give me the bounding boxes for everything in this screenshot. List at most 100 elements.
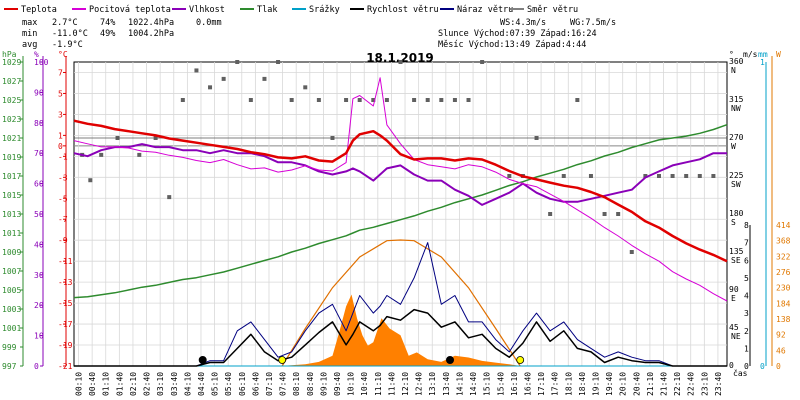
stats-block: max 2.7°C 74% 1022.4hPa 0.0mm min -11.0°… (22, 18, 222, 50)
wind-direction-point (235, 60, 240, 64)
legend-label: Náraz větru (457, 5, 513, 15)
wind-direction-point (507, 174, 512, 178)
direction-tick-label: 135 (729, 247, 744, 256)
wind-direction-point (167, 195, 172, 200)
wind-direction-point (276, 60, 281, 64)
humidity-tick-label: 20 (34, 301, 44, 310)
x-tick-label: 23:10 (700, 372, 709, 396)
axes: hPa1029102710251023102110191017101510131… (2, 50, 791, 371)
x-tick-label: 06:40 (251, 372, 260, 396)
temperature-tick-label: -3 (58, 173, 68, 182)
wind-tick-label: 4 (744, 292, 749, 301)
temperature-tick-label: 0 (58, 142, 63, 151)
x-tick-label: 18:40 (578, 372, 587, 396)
max-label: max (22, 18, 37, 28)
wind-direction-point (137, 152, 142, 157)
moon-info: Měsíc Východ:13:49 Západ:4:44 (438, 40, 586, 50)
x-tick-label: 16:10 (510, 372, 519, 396)
rain-axis-label: mm (758, 50, 768, 59)
pressure-tick-label: 1025 (2, 96, 21, 105)
min-pressure: 1004.2hPa (128, 29, 174, 39)
avg-temp: -1.9°C (52, 40, 83, 50)
x-tick-label: 20:10 (619, 372, 628, 396)
x-tick-label: 04:40 (197, 372, 206, 396)
wind-tick-label: 5 (744, 274, 749, 283)
min-humidity: 49% (100, 29, 115, 39)
min-temp: -11.0°C (52, 29, 88, 39)
x-tick-label: 12:10 (401, 372, 410, 396)
wind-direction-point (575, 98, 580, 102)
direction-cardinal-label: E (731, 294, 736, 303)
temperature-tick-label: -21 (58, 362, 73, 371)
humidity-tick-label: 90 (34, 88, 44, 97)
x-tick-label: 13:10 (428, 372, 437, 396)
x-tick-label: 19:10 (591, 372, 600, 396)
humidity-tick-label: 100 (34, 58, 49, 67)
wind-direction-point (643, 174, 648, 178)
wind-direction-point (316, 98, 321, 102)
legend-label: Teplota (21, 5, 57, 15)
solar-tick-label: 0 (776, 362, 781, 371)
x-tick-label: 00:40 (88, 372, 97, 396)
legend-label: Tlak (257, 5, 277, 15)
wind-direction-point (262, 76, 267, 81)
direction-cardinal-label: S (731, 218, 736, 227)
wind-direction-point (180, 98, 185, 102)
wind-tick-label: 2 (744, 327, 749, 336)
x-tick-label: 15:40 (496, 372, 505, 396)
sunrise-marker (278, 356, 287, 364)
direction-cardinal-label: N (731, 66, 736, 75)
wind-direction-point (697, 174, 702, 178)
pressure-axis-label: hPa (2, 50, 17, 59)
x-tick-label: 06:10 (238, 372, 247, 396)
wind-tick-label: 7 (744, 239, 749, 248)
pressure-tick-label: 1001 (2, 324, 21, 333)
x-tick-label: 14:40 (469, 372, 478, 396)
wind-direction-point (88, 178, 93, 183)
x-tick-label: 21:40 (660, 372, 669, 396)
plot-area (73, 60, 728, 367)
temperature-tick-label: 5 (58, 89, 63, 98)
solar-theoretical-line (281, 239, 521, 367)
series-line (74, 308, 727, 367)
solar-tick-label: 368 (776, 237, 791, 246)
x-tick-label: 20:40 (632, 372, 641, 396)
temperature-tick-label: -15 (58, 299, 73, 308)
solar-tick-label: 322 (776, 252, 791, 261)
pressure-tick-label: 1009 (2, 248, 21, 257)
wind-direction-point (303, 85, 308, 90)
humidity-tick-label: 80 (34, 119, 44, 128)
rain-tick-label: 0 (760, 362, 765, 371)
humidity-tick-label: 60 (34, 180, 44, 189)
wind-direction-point (398, 60, 403, 64)
wind-tick-label: 8 (744, 221, 749, 230)
sun-info: Slunce Východ:07:39 Západ:16:24 (438, 29, 597, 39)
wind-tick-label: 1 (744, 344, 749, 353)
direction-axis-label: ° (729, 50, 734, 59)
temperature-tick-label: 1 (58, 131, 63, 140)
x-tick-label: 15:10 (483, 372, 492, 396)
solar-tick-label: 138 (776, 315, 791, 324)
humidity-tick-label: 0 (34, 362, 39, 371)
wind-direction-point (221, 76, 226, 81)
humidity-tick-label: 40 (34, 240, 44, 249)
x-tick-label: 14:10 (455, 372, 464, 396)
direction-tick-label: 315 (729, 95, 744, 104)
rain-tick-label: 1 (760, 58, 765, 67)
wind-direction-point (684, 174, 689, 178)
humidity-tick-label: 70 (34, 149, 44, 158)
x-tick-label: 18:10 (564, 372, 573, 396)
temperature-tick-label: -17 (58, 320, 73, 329)
x-tick-label: 10:10 (347, 372, 356, 396)
humidity-tick-label: 50 (34, 210, 44, 219)
x-tick-label: 10:40 (360, 372, 369, 396)
direction-tick-label: 0 (729, 361, 734, 370)
direction-cardinal-label: SW (731, 180, 741, 189)
wind-direction-point (711, 174, 716, 178)
series-line (73, 123, 728, 299)
x-tick-label: 08:10 (292, 372, 301, 396)
wind-direction-point (656, 174, 661, 178)
x-tick-label: 01:40 (115, 372, 124, 396)
wind-direction-point (371, 98, 376, 102)
